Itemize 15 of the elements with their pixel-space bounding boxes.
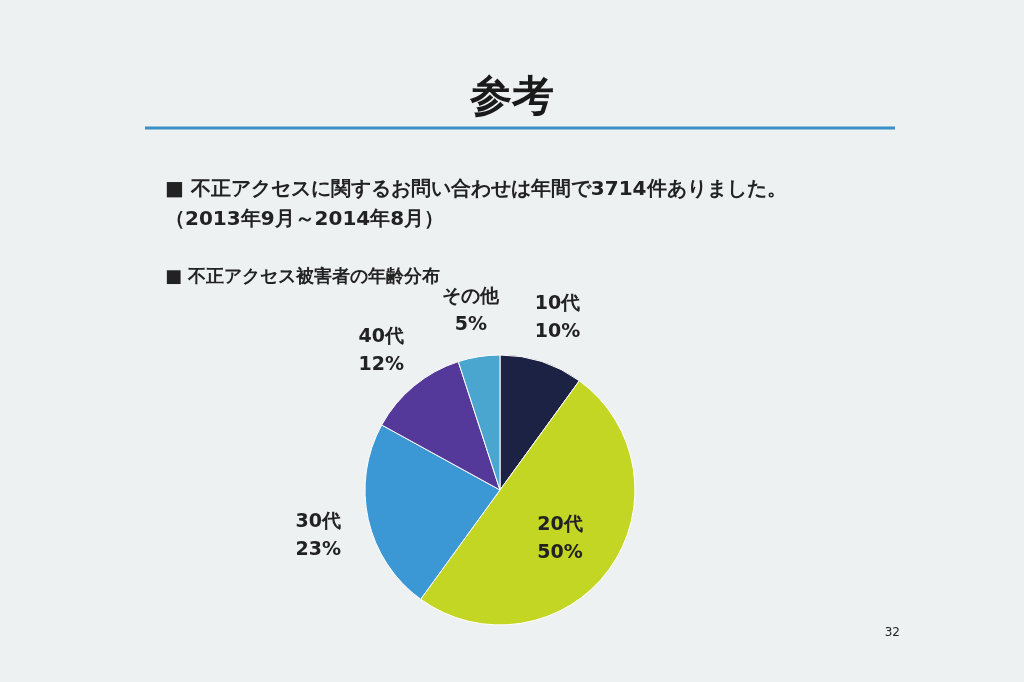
text: （2013年9月～2014年8月） (165, 206, 445, 230)
text: ■ 不正アクセス被害者の年齢分布 (165, 265, 441, 286)
slice-label: その他 (442, 283, 501, 306)
data-label: 5% (454, 311, 487, 334)
slice-label: 20代 (537, 511, 583, 534)
data-label: 50% (537, 539, 583, 562)
slice-label: 40代 (358, 324, 404, 347)
data-label: 10% (534, 318, 581, 341)
text: ■ 不正アクセスに関するお問い合わせは年間で3714件ありました。 (165, 176, 787, 200)
slice-label: 10代 (534, 290, 581, 313)
data-label: 23% (295, 536, 341, 559)
chart-title: 参考 (469, 71, 554, 120)
data-label: 12% (358, 352, 404, 375)
slice-label: 30代 (295, 508, 341, 531)
text: 32 (884, 625, 900, 639)
